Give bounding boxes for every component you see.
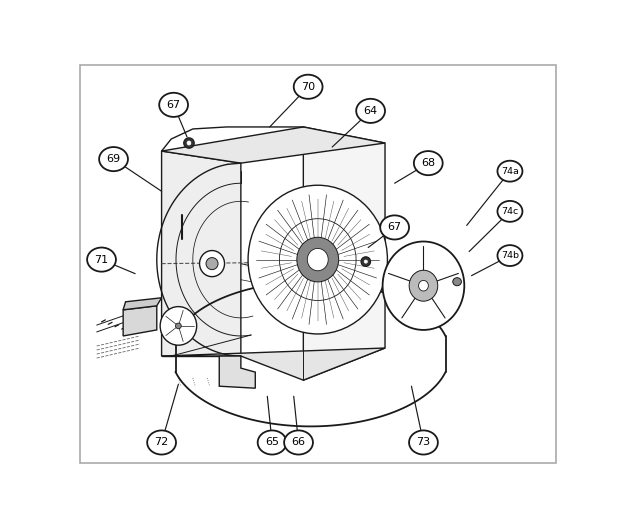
Circle shape <box>284 431 313 455</box>
Polygon shape <box>162 348 385 380</box>
Text: 71: 71 <box>94 255 108 265</box>
Ellipse shape <box>206 257 218 270</box>
Ellipse shape <box>200 251 224 277</box>
Text: 72: 72 <box>154 437 169 447</box>
Text: 73: 73 <box>417 437 430 447</box>
Circle shape <box>497 161 523 182</box>
Ellipse shape <box>308 248 328 271</box>
Text: 67: 67 <box>167 100 180 110</box>
Circle shape <box>497 245 523 266</box>
Polygon shape <box>162 151 241 356</box>
Polygon shape <box>123 298 162 310</box>
Circle shape <box>99 147 128 171</box>
Ellipse shape <box>184 138 194 148</box>
Ellipse shape <box>361 257 371 266</box>
Polygon shape <box>303 127 385 380</box>
Text: 69: 69 <box>107 154 121 164</box>
Circle shape <box>414 151 443 175</box>
Polygon shape <box>162 127 385 163</box>
Ellipse shape <box>409 270 438 301</box>
Text: 66: 66 <box>291 437 306 447</box>
Ellipse shape <box>453 278 461 286</box>
Circle shape <box>159 93 188 117</box>
Text: 64: 64 <box>363 106 378 116</box>
Ellipse shape <box>248 185 388 334</box>
Circle shape <box>356 99 385 123</box>
Text: 74c: 74c <box>502 207 518 216</box>
Text: eReplacementParts.com: eReplacementParts.com <box>216 258 343 269</box>
Circle shape <box>294 75 322 99</box>
Text: 70: 70 <box>301 82 315 92</box>
Ellipse shape <box>383 242 464 330</box>
Ellipse shape <box>160 306 197 345</box>
Text: 68: 68 <box>421 158 435 168</box>
Circle shape <box>147 431 176 455</box>
Ellipse shape <box>175 323 181 329</box>
Circle shape <box>409 431 438 455</box>
Ellipse shape <box>187 141 191 145</box>
Text: 74a: 74a <box>501 167 519 176</box>
Ellipse shape <box>418 280 428 291</box>
Ellipse shape <box>364 260 368 263</box>
Ellipse shape <box>297 238 339 282</box>
Circle shape <box>380 216 409 240</box>
Circle shape <box>87 247 116 271</box>
Circle shape <box>258 431 286 455</box>
Text: 65: 65 <box>265 437 279 447</box>
Circle shape <box>497 201 523 222</box>
Polygon shape <box>123 306 157 336</box>
Text: 74b: 74b <box>501 251 519 260</box>
Text: 67: 67 <box>388 222 402 232</box>
Polygon shape <box>219 356 255 388</box>
